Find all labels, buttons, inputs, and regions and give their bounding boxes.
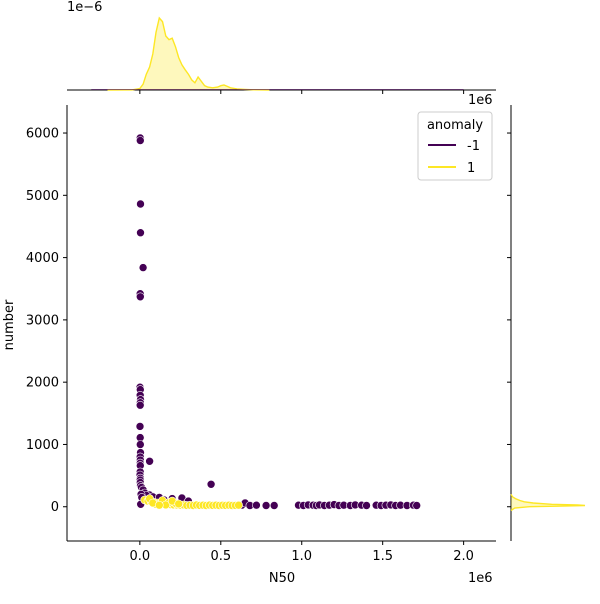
scatter-point-neg — [206, 479, 216, 489]
y-tick-label: 1000 — [26, 438, 59, 453]
scatter-point-neg — [362, 501, 371, 510]
y-tick-label: 3000 — [26, 313, 59, 328]
scatter-point-neg — [136, 228, 145, 237]
legend-title: anomaly — [427, 118, 483, 133]
axis-spines — [66, 105, 496, 542]
scatter-point-neg — [135, 400, 145, 410]
right-marginal-plot — [510, 105, 586, 541]
right-marginal-kde-line — [510, 493, 586, 512]
scatter-point-neg — [136, 440, 145, 449]
y-tick-label: 2000 — [26, 376, 59, 391]
legend-entry-neg: -1 — [467, 139, 480, 154]
x-tick-label: 0.0 — [130, 549, 151, 564]
scatter-points — [135, 133, 422, 510]
scatter-point-pos — [155, 500, 164, 510]
x-tick-label: 2.0 — [453, 549, 474, 564]
x-axis-offset-label: 1e6 — [468, 571, 493, 586]
scatter-point-neg — [252, 500, 261, 510]
scatter-point-neg — [412, 501, 422, 510]
scatter-point-neg — [136, 136, 145, 145]
scatter-point-pos — [234, 500, 243, 510]
y-tick-label: 4000 — [26, 251, 59, 266]
x-tick-label: 1.5 — [372, 549, 393, 564]
y-tick-label: 5000 — [26, 189, 59, 204]
legend-entry-pos: 1 — [467, 161, 475, 176]
top-marginal-plot — [67, 16, 496, 91]
right-marginal-offset-label: 1e6 — [468, 93, 493, 108]
right-marginal-kde-fill — [511, 494, 585, 511]
scatter-point-neg — [269, 501, 279, 510]
scatter-point-pos — [174, 499, 183, 509]
x-tick-label: 0.5 — [210, 549, 231, 564]
scatter-point-neg — [136, 292, 145, 302]
scatter-point-neg — [261, 501, 271, 510]
scatter-point-neg — [136, 199, 145, 209]
y-axis-label: number — [2, 299, 17, 350]
scatter-point-neg — [135, 422, 145, 431]
y-tick-label: 0 — [51, 500, 59, 515]
scatter-point-neg — [138, 263, 148, 272]
top-marginal-kde-line — [107, 16, 270, 91]
scatter-point-neg — [145, 456, 154, 466]
x-tick-label: 1.0 — [291, 549, 312, 564]
y-axis-ticks: 0 1000 2000 3000 4000 5000 6000 — [26, 127, 511, 515]
top-marginal-offset-label: 1e−6 — [67, 0, 102, 15]
legend: anomaly -1 1 — [417, 111, 493, 181]
main-scatter-plot: 0.0 0.5 1.0 1.5 2.0 0 1000 2000 3000 4000 5000 600… — [26, 90, 511, 564]
y-tick-label: 6000 — [26, 127, 59, 142]
x-axis-label: N50 — [269, 571, 295, 586]
x-axis-ticks: 0.0 0.5 1.0 1.5 2.0 — [130, 90, 474, 564]
top-marginal-kde-fill — [107, 18, 270, 90]
